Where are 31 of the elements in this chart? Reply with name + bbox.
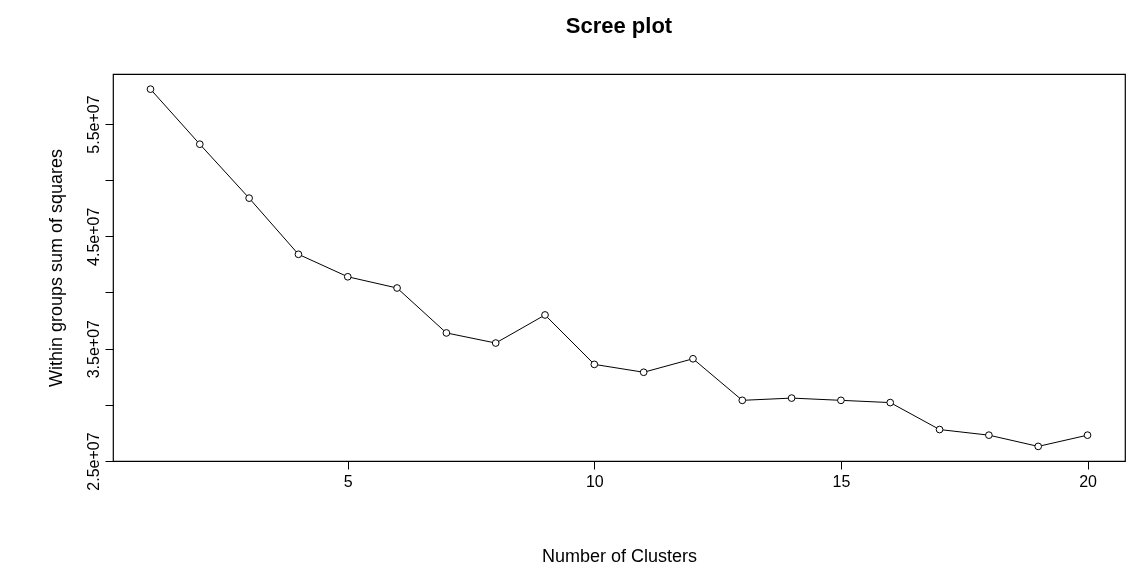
point (837, 396, 845, 405)
chart-title: Scree plot (565, 13, 673, 38)
point (886, 398, 895, 407)
point (639, 368, 648, 377)
y-tick-label: 5.5e+07 (84, 95, 102, 154)
point (935, 425, 944, 434)
y-tick-label: 4.5e+07 (84, 207, 102, 266)
point (393, 284, 401, 292)
point (294, 250, 303, 259)
y-tick-label: 3.5e+07 (84, 319, 102, 379)
point (195, 140, 204, 149)
y-tick-label: 2.5e+07 (84, 432, 102, 491)
point (590, 360, 599, 369)
point (343, 272, 352, 281)
x-tick-label: 5 (343, 472, 353, 490)
point (1083, 431, 1092, 440)
x-tick-label: 20 (1079, 472, 1098, 490)
point (689, 354, 697, 363)
point (146, 85, 155, 94)
point (541, 311, 549, 319)
point (985, 431, 993, 440)
point (1034, 442, 1043, 451)
x-tick-label: 10 (585, 472, 604, 490)
point (491, 339, 500, 347)
point (738, 396, 747, 405)
point (787, 394, 796, 402)
x-tick-label: 15 (832, 472, 851, 490)
point (245, 194, 253, 202)
y-axis-title: Within groups sum of squares (45, 148, 66, 388)
x-axis-title: Number of Clusters (541, 545, 698, 566)
point (442, 329, 451, 337)
